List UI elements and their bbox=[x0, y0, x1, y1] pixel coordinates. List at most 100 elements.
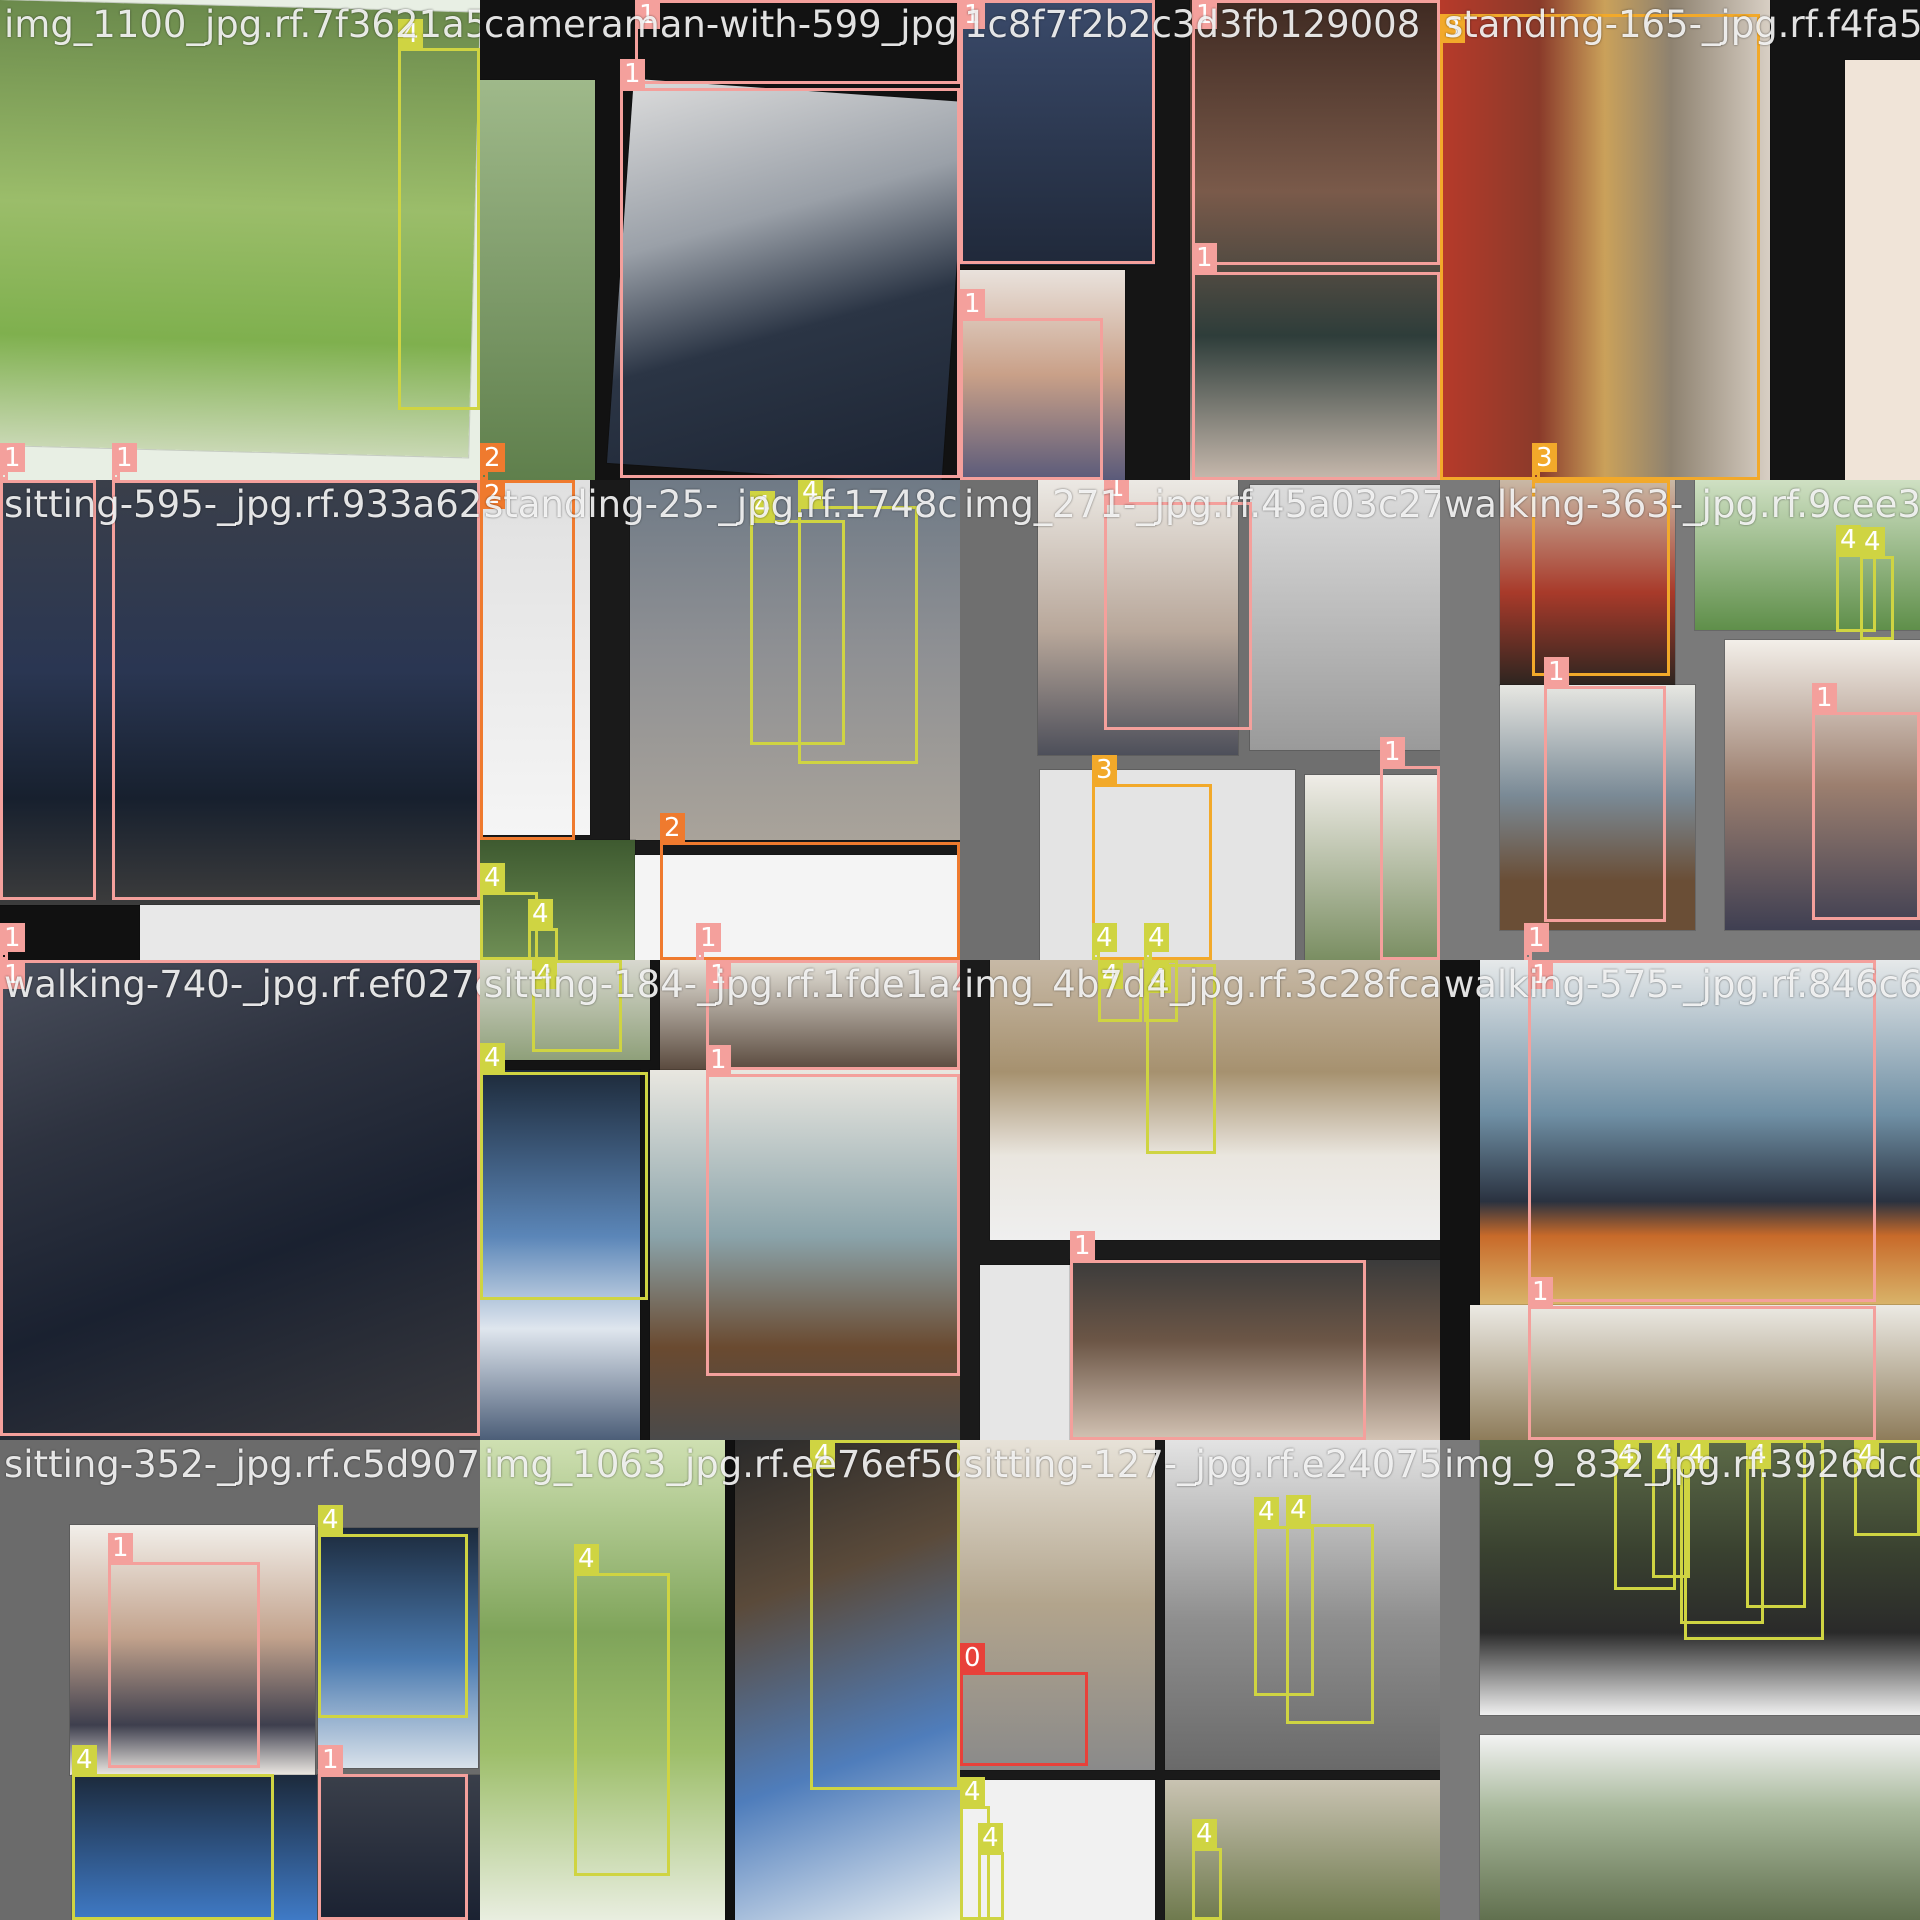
tile-filename: walking-363-_jpg.rf.9cee3 bbox=[1444, 483, 1920, 526]
tile-filename: img_4b7d4_jpg.rf.3c28fca49cd7 bbox=[964, 963, 1440, 1006]
detection-box: 4 bbox=[574, 1544, 670, 1876]
class-label: 1 bbox=[318, 1745, 343, 1774]
detection-box: 4 bbox=[1836, 525, 1876, 632]
detection-box: 1 bbox=[1192, 243, 1440, 480]
detection-box: 1 bbox=[620, 59, 960, 478]
detection-box: 1 bbox=[1192, 0, 1440, 265]
detection-box: 4 bbox=[1144, 923, 1169, 960]
tile-photo bbox=[480, 480, 590, 835]
detection-box: 1 bbox=[1380, 737, 1440, 960]
detection-box: 1 bbox=[1528, 960, 1876, 1302]
tile-photo bbox=[1440, 0, 1770, 480]
detection-box: 4 bbox=[1614, 1440, 1676, 1590]
class-label: 4 bbox=[72, 1745, 97, 1774]
detection-box: 1 bbox=[696, 923, 721, 960]
mosaic-tile: 1c8f7f2b2c3d3fb129008 1 1 1 1 bbox=[960, 0, 1440, 480]
detection-box: 1 bbox=[1524, 923, 1549, 960]
mosaic-tile: sitting-127-_jpg.rf.e240754b293 4 4 0 4 … bbox=[960, 1440, 1440, 1920]
class-label: 1 bbox=[1380, 737, 1405, 766]
detection-box: 0 bbox=[960, 1643, 1088, 1766]
class-label: 2 bbox=[660, 813, 685, 842]
class-label: 3 bbox=[1440, 14, 1465, 43]
tile-filename: img_9_832_jpg.rf.3926dccb5 bbox=[1444, 1443, 1920, 1486]
tile-photo bbox=[735, 1440, 960, 1920]
tile-photo bbox=[318, 1528, 478, 1768]
tile-photo bbox=[0, 960, 480, 1440]
class-label: 4 bbox=[798, 480, 823, 506]
detection-box: 1 bbox=[635, 0, 960, 84]
tile-photo bbox=[480, 1070, 640, 1440]
tile-photo bbox=[960, 1440, 1155, 1770]
tile-photo bbox=[1038, 480, 1238, 755]
detection-box: 4 bbox=[318, 1505, 468, 1718]
class-label: 4 bbox=[1860, 527, 1885, 556]
tile-photo bbox=[140, 905, 480, 960]
class-label: 4 bbox=[1746, 1440, 1771, 1469]
mosaic-tile: standing-165-_jpg.rf.f4fa5ea 3 3 bbox=[1440, 0, 1920, 480]
detection-box: 1 bbox=[0, 923, 25, 960]
class-label: 1 bbox=[635, 0, 660, 29]
tile-filename: cameraman-with-599_jpg.rf.153f bbox=[484, 3, 960, 46]
mosaic-tile: standing-25-_jpg.rf.1748c76 2 4 4 4 4 2 … bbox=[480, 480, 960, 960]
mosaic-tile: img_9_832_jpg.rf.3926dccb5 4 4 4 4 4 4 bbox=[1440, 1440, 1920, 1920]
class-label: 1 bbox=[1192, 243, 1217, 272]
tile-photo bbox=[980, 1265, 1080, 1440]
detection-box: 2 bbox=[660, 813, 960, 960]
detection-box: 2 bbox=[480, 443, 505, 480]
mosaic-tile: img_4b7d4_jpg.rf.3c28fca49cd7 4 4 4 1 bbox=[960, 960, 1440, 1440]
mosaic-tile: cameraman-with-599_jpg.rf.153f 1 1 2 bbox=[480, 0, 960, 480]
class-label: 1 bbox=[1070, 1231, 1095, 1260]
tile-filename: sitting-595-_jpg.rf.933a6222 bbox=[4, 483, 480, 526]
class-label: 4 bbox=[318, 1505, 343, 1534]
detection-box: 4 bbox=[398, 19, 480, 410]
class-label: 1 bbox=[0, 923, 25, 952]
detection-box: 3 bbox=[1440, 14, 1760, 480]
class-label: 4 bbox=[480, 863, 505, 892]
class-label: 1 bbox=[1544, 657, 1569, 686]
detection-box: 1 bbox=[112, 443, 137, 480]
detection-box: 2 bbox=[480, 480, 575, 840]
class-label: 4 bbox=[1192, 1819, 1217, 1848]
class-label: 1 bbox=[1812, 683, 1837, 712]
class-label: 1 bbox=[112, 443, 137, 472]
detection-box: 4 bbox=[480, 1043, 648, 1300]
tile-filename: walking-740-_jpg.rf.ef027e6f bbox=[4, 963, 480, 1006]
tile-photo bbox=[1845, 60, 1920, 480]
tile-photo bbox=[1480, 1440, 1920, 1715]
detection-box: 1 bbox=[1528, 1277, 1876, 1440]
tile-photo bbox=[960, 0, 1155, 265]
class-label: 4 bbox=[1286, 1495, 1311, 1524]
detection-box: 4 bbox=[1092, 923, 1117, 960]
detection-box: 1 bbox=[960, 0, 1155, 264]
mosaic-tile: sitting-595-_jpg.rf.933a6222 1 1 1 bbox=[0, 480, 480, 960]
detection-box: 1 bbox=[318, 1745, 468, 1920]
tile-photo bbox=[318, 1775, 480, 1920]
detection-box: 1 bbox=[706, 1045, 960, 1376]
detection-box: 4 bbox=[528, 899, 558, 960]
detection-box: 3 bbox=[1532, 443, 1557, 480]
tile-photo bbox=[1250, 485, 1440, 750]
detection-box: 4 bbox=[1192, 1819, 1222, 1920]
detection-box: 4 bbox=[810, 1440, 960, 1790]
tile-photo bbox=[1190, 0, 1440, 480]
detection-box: 4 bbox=[1854, 1440, 1920, 1536]
mosaic-tile: img_1100_jpg.rf.7f3621a56 4 1 1 bbox=[0, 0, 480, 480]
tile-photo bbox=[650, 1070, 960, 1440]
class-label: 2 bbox=[480, 443, 505, 472]
class-label: 1 bbox=[706, 1045, 731, 1074]
class-label: 1 bbox=[960, 0, 985, 29]
tile-filename: standing-25-_jpg.rf.1748c76 bbox=[484, 483, 960, 526]
class-label: 4 bbox=[960, 1777, 985, 1806]
detection-box: 4 bbox=[1652, 1440, 1690, 1578]
tile-photo bbox=[0, 480, 480, 905]
detection-box: 3 bbox=[1532, 480, 1670, 676]
class-label: 4 bbox=[978, 1823, 1003, 1852]
class-label: 4 bbox=[1652, 1440, 1677, 1469]
tile-filename: sitting-184-_jpg.rf.1fde1a44 bbox=[484, 963, 960, 1006]
mosaic-tile: walking-740-_jpg.rf.ef027e6f 1 bbox=[0, 960, 480, 1440]
tile-photo bbox=[960, 270, 1125, 480]
class-label: 4 bbox=[750, 491, 775, 520]
class-label: 4 bbox=[1098, 960, 1123, 989]
class-label: 1 bbox=[0, 960, 25, 989]
